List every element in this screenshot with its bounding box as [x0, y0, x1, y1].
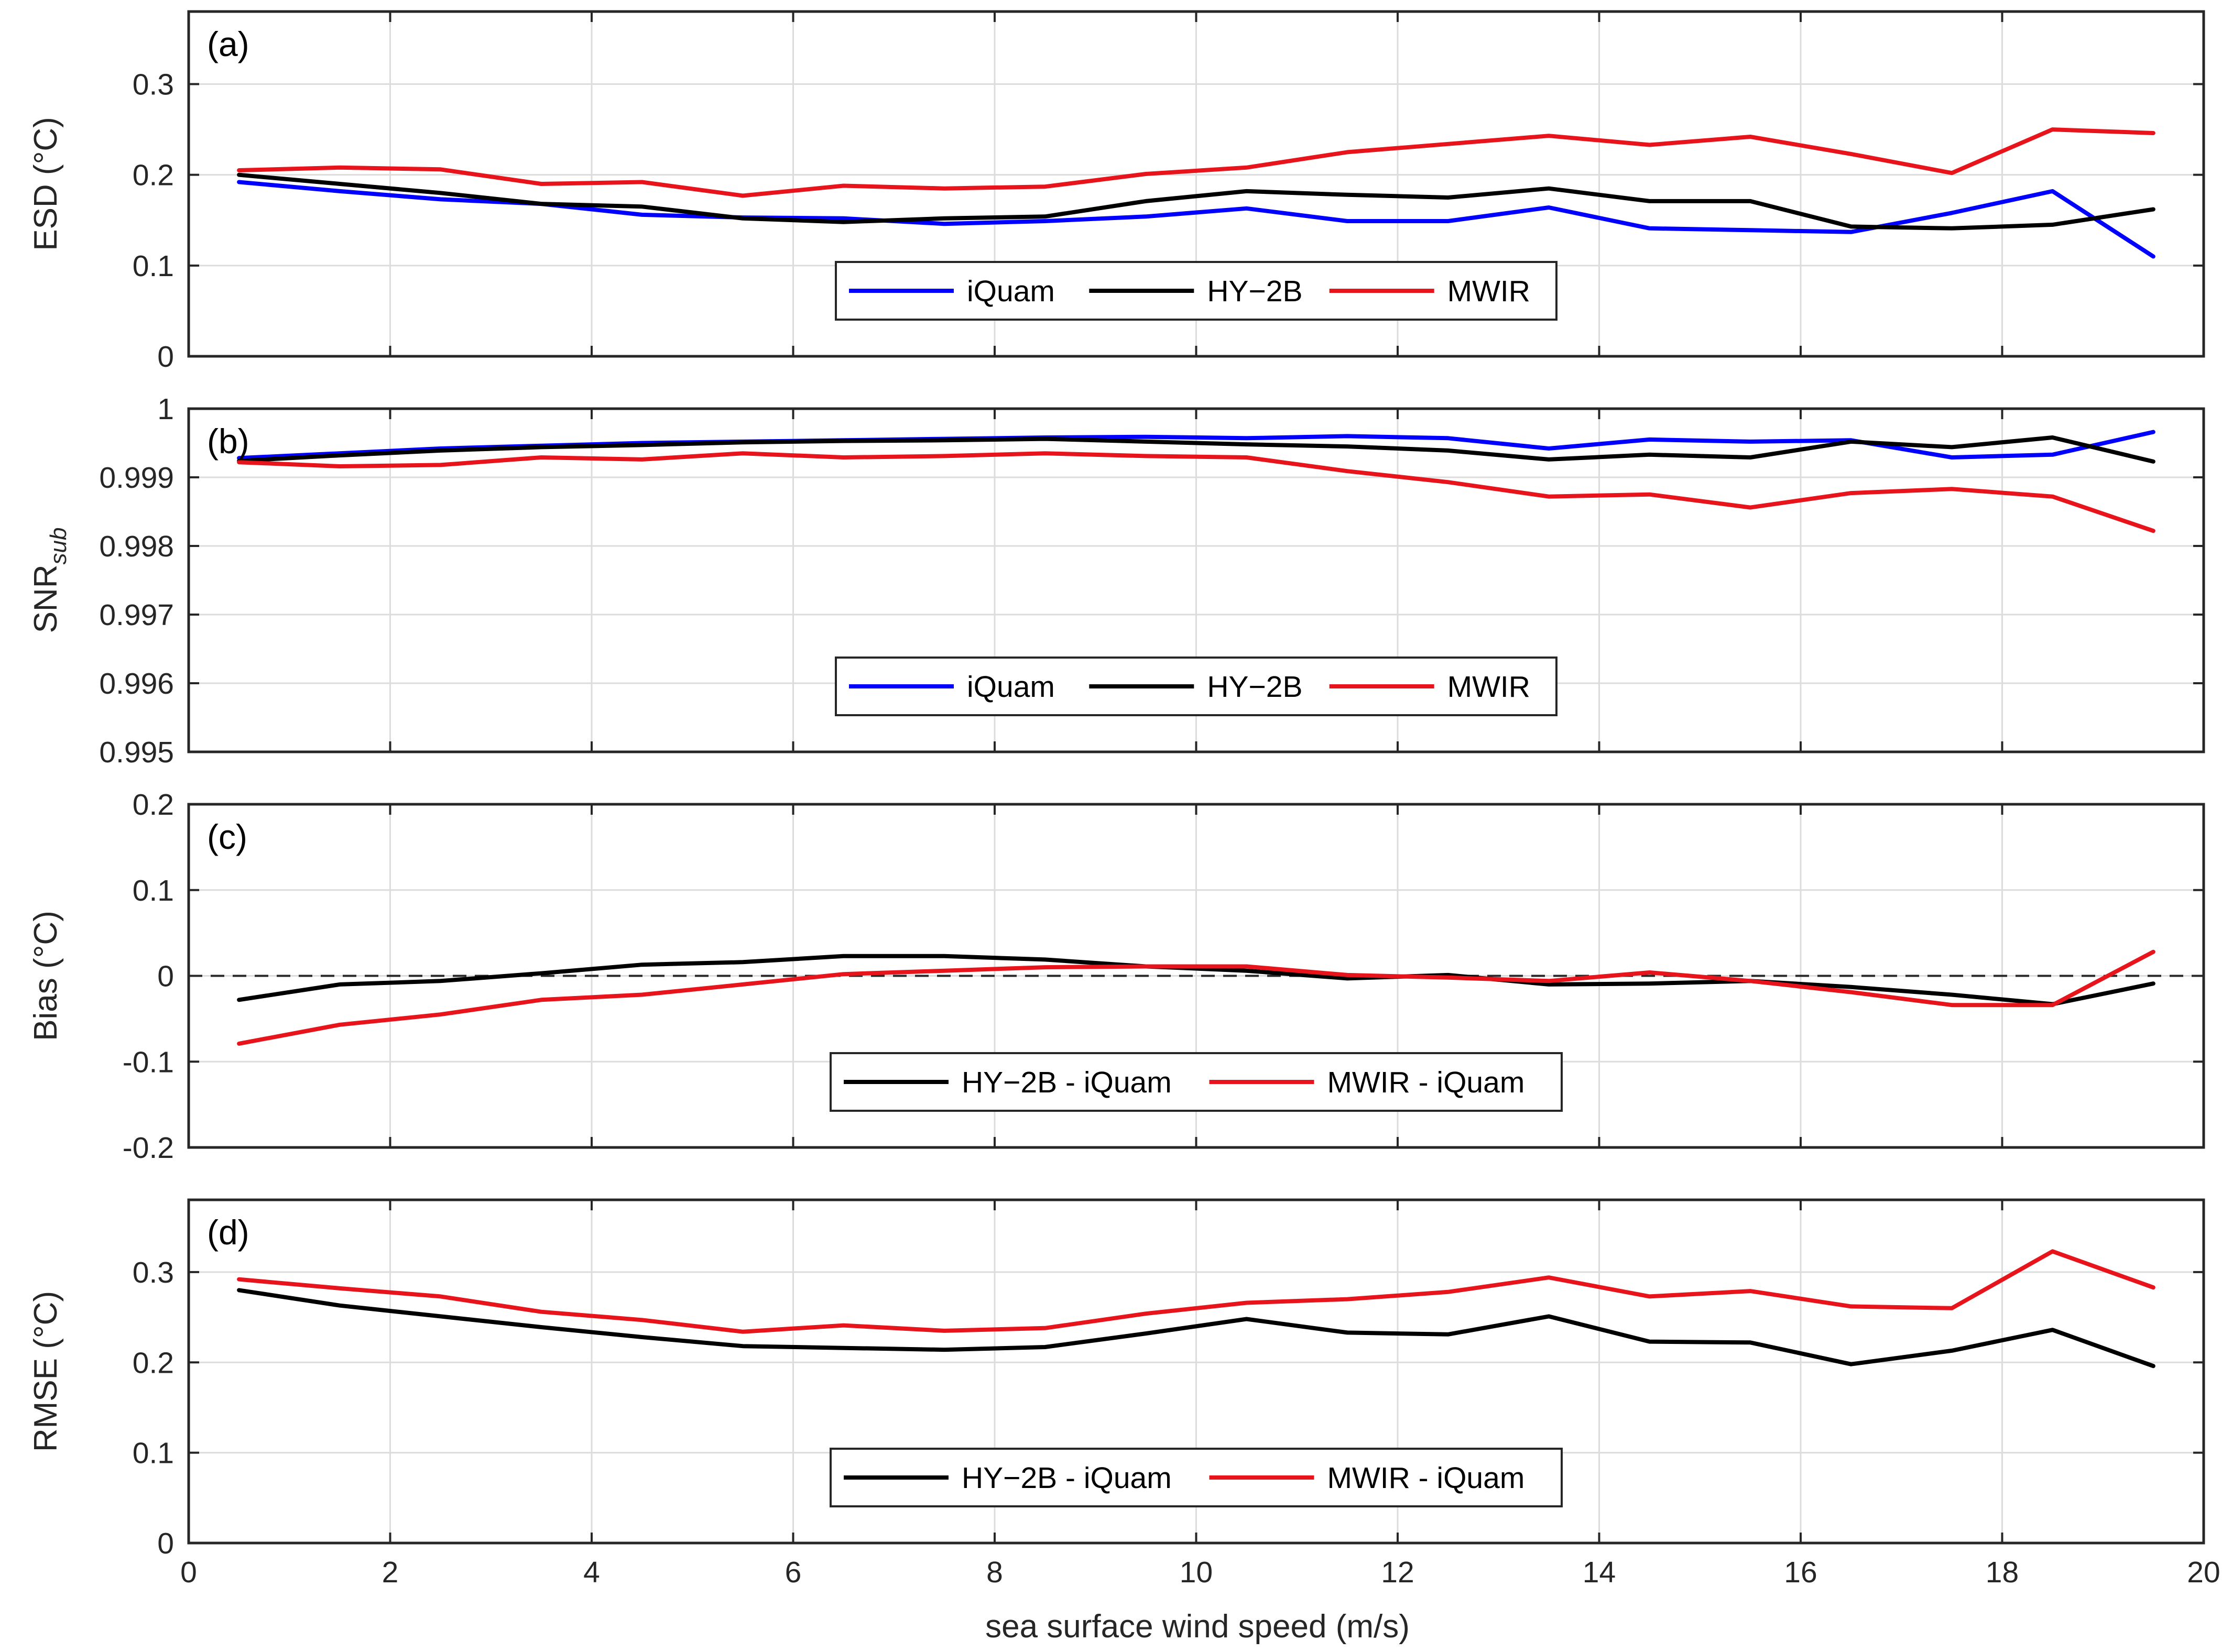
- legend-entry: HY−2B - iQuam: [962, 1066, 1172, 1099]
- x-tick-label: 0: [180, 1556, 197, 1589]
- series-mwir: [237, 127, 2155, 198]
- legend-box: [835, 657, 1557, 716]
- x-tick-label: 10: [1180, 1556, 1213, 1589]
- y-axis-label: RMSE (°C): [28, 1291, 64, 1452]
- x-tick-label: 4: [583, 1556, 600, 1589]
- legend: iQuam HY−2B MWIR: [835, 657, 1557, 716]
- x-tick-label: 14: [1583, 1556, 1616, 1589]
- legend: HY−2B - iQuam MWIR - iQuam: [830, 1052, 1563, 1112]
- series-hy2b-minus-iquam: [237, 1288, 2155, 1369]
- legend-entry: MWIR: [1447, 670, 1530, 704]
- panel-d: 0 0.1 0.2 0.3 (d) RMSE (°C) HY−2B - iQuam MWIR …: [28, 1198, 2205, 1560]
- panel-label: (a): [207, 25, 249, 63]
- y-tick-label: 0.2: [133, 159, 174, 192]
- y-tick-label: -0.2: [123, 1131, 174, 1165]
- y-tick-label: 0.998: [99, 530, 174, 563]
- y-tick-label: 0.2: [133, 788, 174, 822]
- x-tick-label: 8: [986, 1556, 1003, 1589]
- y-axis-label-subscript: sub: [46, 528, 71, 565]
- panel-label: (b): [207, 422, 249, 461]
- series-mwir-minus-iquam: [237, 949, 2155, 1046]
- y-tick-label: 0.996: [99, 667, 174, 701]
- series-hy2b: [237, 172, 2155, 231]
- panel-b: 0.9950.9960.9970.9980.9991(b)SNRsubiQuam…: [28, 392, 2205, 769]
- legend-entry: MWIR: [1447, 275, 1530, 308]
- legend-entry: iQuam: [967, 275, 1055, 308]
- y-tick-label: 0.1: [133, 874, 174, 907]
- axes-frame: [187, 407, 2205, 753]
- legend-entry: MWIR - iQuam: [1327, 1461, 1525, 1495]
- y-tick-label: -0.1: [123, 1045, 174, 1079]
- x-axis-label: sea surface wind speed (m/s): [985, 1609, 1410, 1645]
- x-tick-label: 16: [1784, 1556, 1817, 1589]
- legend-entry: HY−2B: [1207, 670, 1302, 704]
- axes-frame: [187, 1198, 2205, 1545]
- series-hy2b: [237, 435, 2155, 464]
- y-tick-label: 0: [157, 960, 174, 993]
- legend-box: [835, 261, 1557, 321]
- legend-entry: MWIR - iQuam: [1327, 1066, 1525, 1099]
- y-tick-label: 1: [157, 392, 174, 426]
- legend-box: [830, 1448, 1563, 1507]
- legend-entry: iQuam: [967, 670, 1055, 704]
- legend-box: [830, 1052, 1563, 1112]
- axes-frame: [187, 10, 2205, 358]
- axes-frame: [187, 803, 2205, 1149]
- series-mwir: [237, 451, 2155, 533]
- legend: iQuam HY−2B MWIR: [835, 261, 1557, 321]
- panel-c: -0.2 -0.1 0 0.1 0.2 (c) Bias (°C) HY−2B - iQuam…: [28, 788, 2205, 1165]
- legend-entry: HY−2B: [1207, 275, 1302, 308]
- y-tick-label: 0.995: [99, 736, 174, 769]
- panel-label: (d): [207, 1213, 249, 1252]
- panel-label: (c): [207, 817, 247, 856]
- x-tick-label: 6: [785, 1556, 802, 1589]
- x-tick-label: 18: [1986, 1556, 2019, 1589]
- y-axis-label: Bias (°C): [28, 911, 64, 1041]
- y-tick-label: 0.2: [133, 1346, 174, 1380]
- y-tick-label: 0.3: [133, 1256, 174, 1289]
- y-tick-label: 0.1: [133, 249, 174, 283]
- series-hy2b-minus-iquam: [237, 954, 2155, 1006]
- y-axis-label: ESD (°C): [28, 117, 64, 251]
- legend: HY−2B - iQuam MWIR - iQuam: [830, 1448, 1563, 1507]
- x-tick-label: 20: [2187, 1556, 2220, 1589]
- legend-entry: HY−2B - iQuam: [962, 1461, 1172, 1495]
- panel-a: 0 0.1 0.2 0.3 (a) ESD (°C) iQuam HY−2B MWIR: [28, 10, 2205, 374]
- x-tick-label: 12: [1381, 1556, 1414, 1589]
- y-tick-label: 0.999: [99, 461, 174, 495]
- y-tick-label: 0: [157, 1527, 174, 1560]
- y-tick-label: 0.3: [133, 68, 174, 102]
- y-tick-label: 0.1: [133, 1437, 174, 1470]
- y-tick-label: 0.997: [99, 598, 174, 632]
- series-mwir-minus-iquam: [237, 1249, 2155, 1334]
- x-tick-label: 2: [382, 1556, 399, 1589]
- y-tick-label: 0: [157, 340, 174, 374]
